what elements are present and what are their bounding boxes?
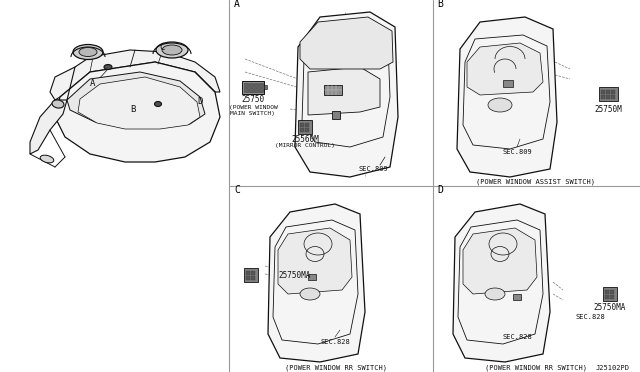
Text: D: D: [197, 97, 203, 106]
Ellipse shape: [485, 288, 505, 300]
Ellipse shape: [156, 42, 188, 58]
Ellipse shape: [104, 64, 112, 70]
Text: (POWER WINDOW: (POWER WINDOW: [228, 105, 277, 109]
Polygon shape: [30, 100, 67, 154]
Ellipse shape: [154, 102, 161, 106]
Text: (POWER WINDOW RR SWITCH): (POWER WINDOW RR SWITCH): [285, 365, 387, 371]
Text: 25560M: 25560M: [291, 135, 319, 144]
Bar: [246, 276, 250, 280]
Bar: [605, 295, 609, 299]
Text: (POWER WINDOW RR SWITCH): (POWER WINDOW RR SWITCH): [485, 365, 587, 371]
Text: A: A: [234, 0, 240, 9]
Bar: [251, 276, 255, 280]
Bar: [244, 268, 258, 282]
Text: B: B: [437, 0, 443, 9]
Polygon shape: [268, 204, 365, 362]
Bar: [611, 95, 614, 99]
Polygon shape: [50, 50, 220, 100]
Bar: [610, 295, 614, 299]
Text: SEC.828: SEC.828: [320, 339, 350, 345]
Text: A: A: [90, 78, 96, 87]
Text: 25750MA: 25750MA: [594, 302, 626, 311]
Ellipse shape: [40, 155, 54, 163]
Bar: [244, 83, 248, 87]
Text: J25102PD: J25102PD: [596, 365, 630, 371]
Bar: [305, 128, 309, 132]
Bar: [249, 83, 253, 87]
Bar: [503, 80, 513, 87]
Bar: [244, 87, 248, 92]
Ellipse shape: [488, 98, 512, 112]
Bar: [242, 80, 264, 93]
Text: SEC.809: SEC.809: [502, 149, 532, 155]
Bar: [324, 85, 342, 95]
Bar: [598, 87, 618, 101]
Bar: [259, 87, 263, 92]
Polygon shape: [457, 17, 557, 177]
Bar: [251, 271, 255, 275]
Bar: [259, 83, 263, 87]
Text: 25750MA: 25750MA: [278, 272, 310, 280]
Bar: [605, 95, 609, 99]
Ellipse shape: [79, 48, 97, 57]
Text: SEC.828: SEC.828: [502, 334, 532, 340]
Text: SEC.809: SEC.809: [358, 166, 388, 172]
Text: D: D: [437, 185, 443, 195]
Bar: [300, 123, 304, 127]
Bar: [610, 290, 614, 294]
Text: MAIN SWITCH): MAIN SWITCH): [230, 110, 275, 115]
Polygon shape: [453, 204, 550, 362]
Bar: [332, 111, 340, 119]
Bar: [605, 90, 609, 94]
Ellipse shape: [300, 288, 320, 300]
Text: (POWER WINDOW ASSIST SWITCH): (POWER WINDOW ASSIST SWITCH): [477, 179, 595, 185]
Bar: [300, 128, 304, 132]
Bar: [305, 123, 309, 127]
Ellipse shape: [52, 100, 64, 108]
Bar: [264, 85, 267, 89]
Polygon shape: [300, 17, 393, 69]
Polygon shape: [467, 43, 543, 95]
Bar: [246, 271, 250, 275]
Polygon shape: [67, 72, 205, 128]
Polygon shape: [295, 12, 398, 177]
Bar: [249, 87, 253, 92]
Text: SEC.828: SEC.828: [575, 314, 605, 320]
Bar: [603, 287, 617, 301]
Text: B: B: [131, 106, 136, 115]
Bar: [600, 95, 605, 99]
Text: (MIRROR CONTROL): (MIRROR CONTROL): [275, 142, 335, 148]
Polygon shape: [78, 77, 200, 129]
Text: C: C: [234, 185, 240, 195]
Text: 25750M: 25750M: [594, 105, 622, 113]
Ellipse shape: [162, 45, 182, 55]
Polygon shape: [463, 228, 537, 294]
Ellipse shape: [73, 45, 103, 60]
Bar: [605, 290, 609, 294]
Text: 25750: 25750: [241, 96, 264, 105]
Bar: [600, 90, 605, 94]
Polygon shape: [308, 67, 380, 115]
Polygon shape: [55, 62, 220, 162]
Polygon shape: [278, 228, 352, 294]
Bar: [611, 90, 614, 94]
Bar: [308, 274, 316, 280]
Bar: [513, 294, 521, 300]
Bar: [254, 83, 258, 87]
Bar: [298, 120, 312, 134]
Text: C: C: [159, 44, 164, 52]
Bar: [254, 87, 258, 92]
